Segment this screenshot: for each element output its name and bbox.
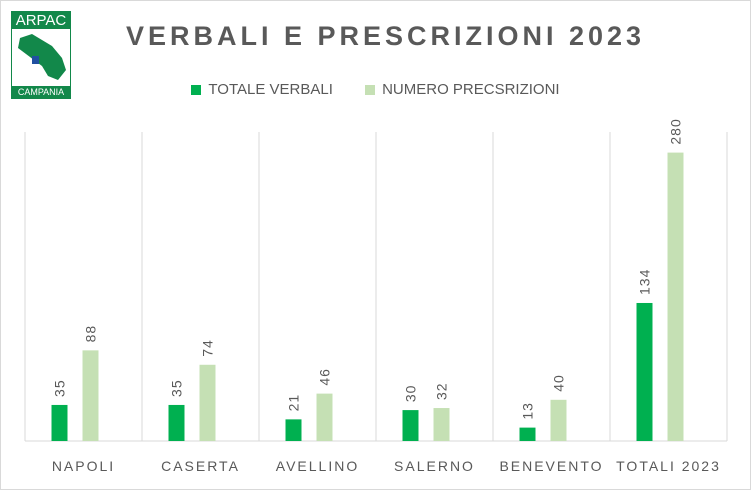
data-label: 32 [434,382,450,400]
data-label: 280 [668,118,684,144]
legend-swatch [365,84,376,95]
data-label: 21 [286,394,302,412]
legend-label: NUMERO PRECSRIZIONI [382,81,560,98]
data-label: 40 [551,374,567,392]
data-label: 35 [169,379,185,397]
x-tick-label: CASERTA [161,458,240,474]
logo-top-text: ARPAC [12,12,70,29]
x-tick-label: BENEVENTO [499,458,603,474]
legend-item-verbali: TOTALE VERBALI [191,81,333,98]
data-label: 30 [403,385,419,403]
bar-prescrizioni [433,408,450,441]
bar-prescrizioni [82,350,99,441]
campania-map-icon [18,34,66,80]
data-label: 134 [637,269,653,295]
legend-item-prescrizioni: NUMERO PRECSRIZIONI [365,81,560,98]
x-tick-label: SALERNO [394,458,475,474]
data-label: 88 [83,325,99,343]
bar-prescrizioni [667,152,684,441]
bar-verbali [285,419,302,441]
data-label: 74 [200,339,216,357]
data-label: 13 [520,402,536,420]
bar-verbali [519,427,536,441]
data-label: 35 [52,379,68,397]
x-tick-label: NAPOLI [52,458,115,474]
bar-verbali [402,410,419,441]
arpac-logo: ARPAC CAMPANIA [11,11,71,99]
x-tick-label: TOTALI 2023 [616,458,721,474]
legend: TOTALE VERBALI NUMERO PRECSRIZIONI [1,81,750,99]
data-label: 46 [317,368,333,386]
logo-bottom-text: CAMPANIA [12,86,70,98]
legend-label: TOTALE VERBALI [208,81,333,98]
bar-prescrizioni [199,364,216,441]
bar-prescrizioni [316,393,333,441]
bar-verbali [168,404,185,441]
bar-verbali [636,302,653,441]
bar-verbali [51,404,68,441]
x-tick-label: AVELLINO [276,458,359,474]
legend-swatch [191,84,202,95]
chart-title: VERBALI E PRESCRIZIONI 2023 [125,21,646,51]
bar-prescrizioni [550,399,567,441]
